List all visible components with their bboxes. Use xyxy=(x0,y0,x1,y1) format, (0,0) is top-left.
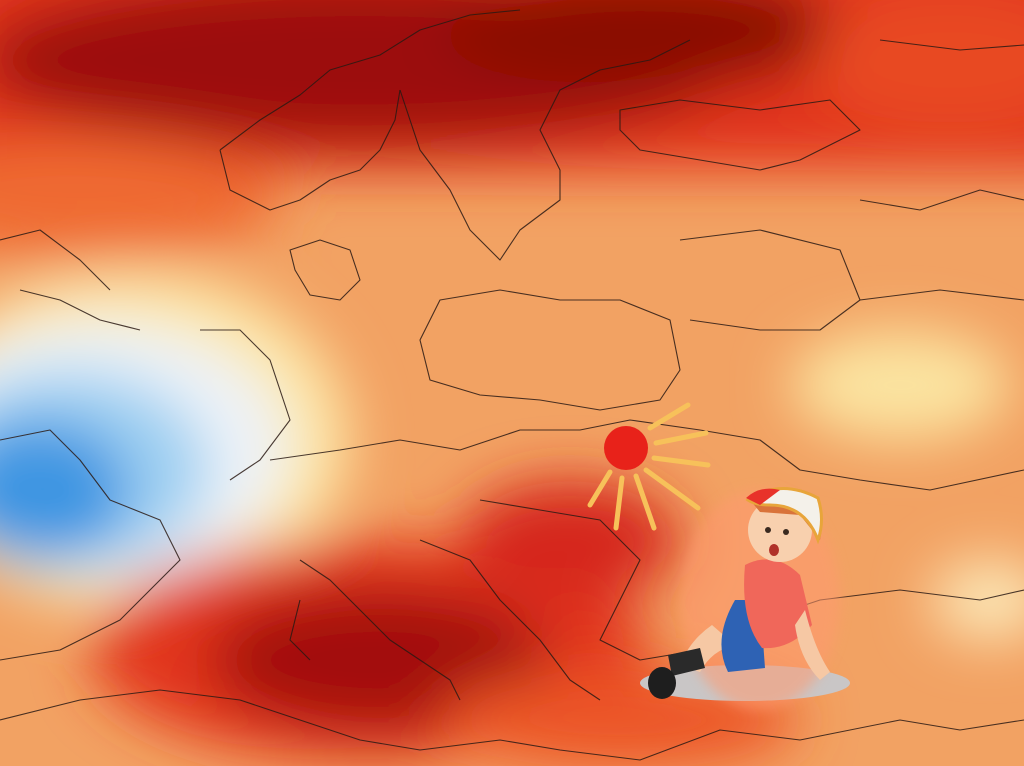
coastline xyxy=(289,239,361,301)
eye xyxy=(765,527,771,533)
hot-core xyxy=(440,0,840,90)
coastline xyxy=(0,429,181,661)
coastline xyxy=(479,499,1024,661)
cap-brim xyxy=(746,488,780,505)
sun-ray xyxy=(647,402,691,431)
border xyxy=(619,99,861,171)
sun-rays xyxy=(587,402,711,531)
cold-area xyxy=(0,420,130,560)
sun-icon xyxy=(587,402,711,531)
sun-ray xyxy=(643,467,701,511)
shoe xyxy=(648,667,676,699)
sun-ray xyxy=(613,475,625,531)
border xyxy=(859,39,1024,211)
sock xyxy=(668,648,705,676)
sun-ray xyxy=(587,469,613,508)
border xyxy=(679,229,1024,331)
cap xyxy=(745,487,823,545)
warm-area xyxy=(0,140,280,260)
coastline xyxy=(219,9,521,211)
coastline xyxy=(289,539,601,701)
borders xyxy=(0,9,1024,761)
sun-ray xyxy=(633,473,657,531)
border xyxy=(419,289,681,411)
arm xyxy=(795,610,830,680)
child-illustration xyxy=(640,487,850,710)
warm-area xyxy=(810,0,1024,130)
coastline xyxy=(399,39,691,261)
mild-area xyxy=(790,330,1010,440)
shirt xyxy=(744,559,812,649)
coastline xyxy=(0,229,291,481)
coastline xyxy=(0,689,1024,761)
border xyxy=(269,419,1024,491)
warm-area xyxy=(460,480,680,600)
sun-ray xyxy=(653,430,709,446)
mouth xyxy=(769,544,779,556)
eye xyxy=(783,529,789,535)
sun-disc xyxy=(604,426,648,470)
sun-ray xyxy=(651,455,711,468)
